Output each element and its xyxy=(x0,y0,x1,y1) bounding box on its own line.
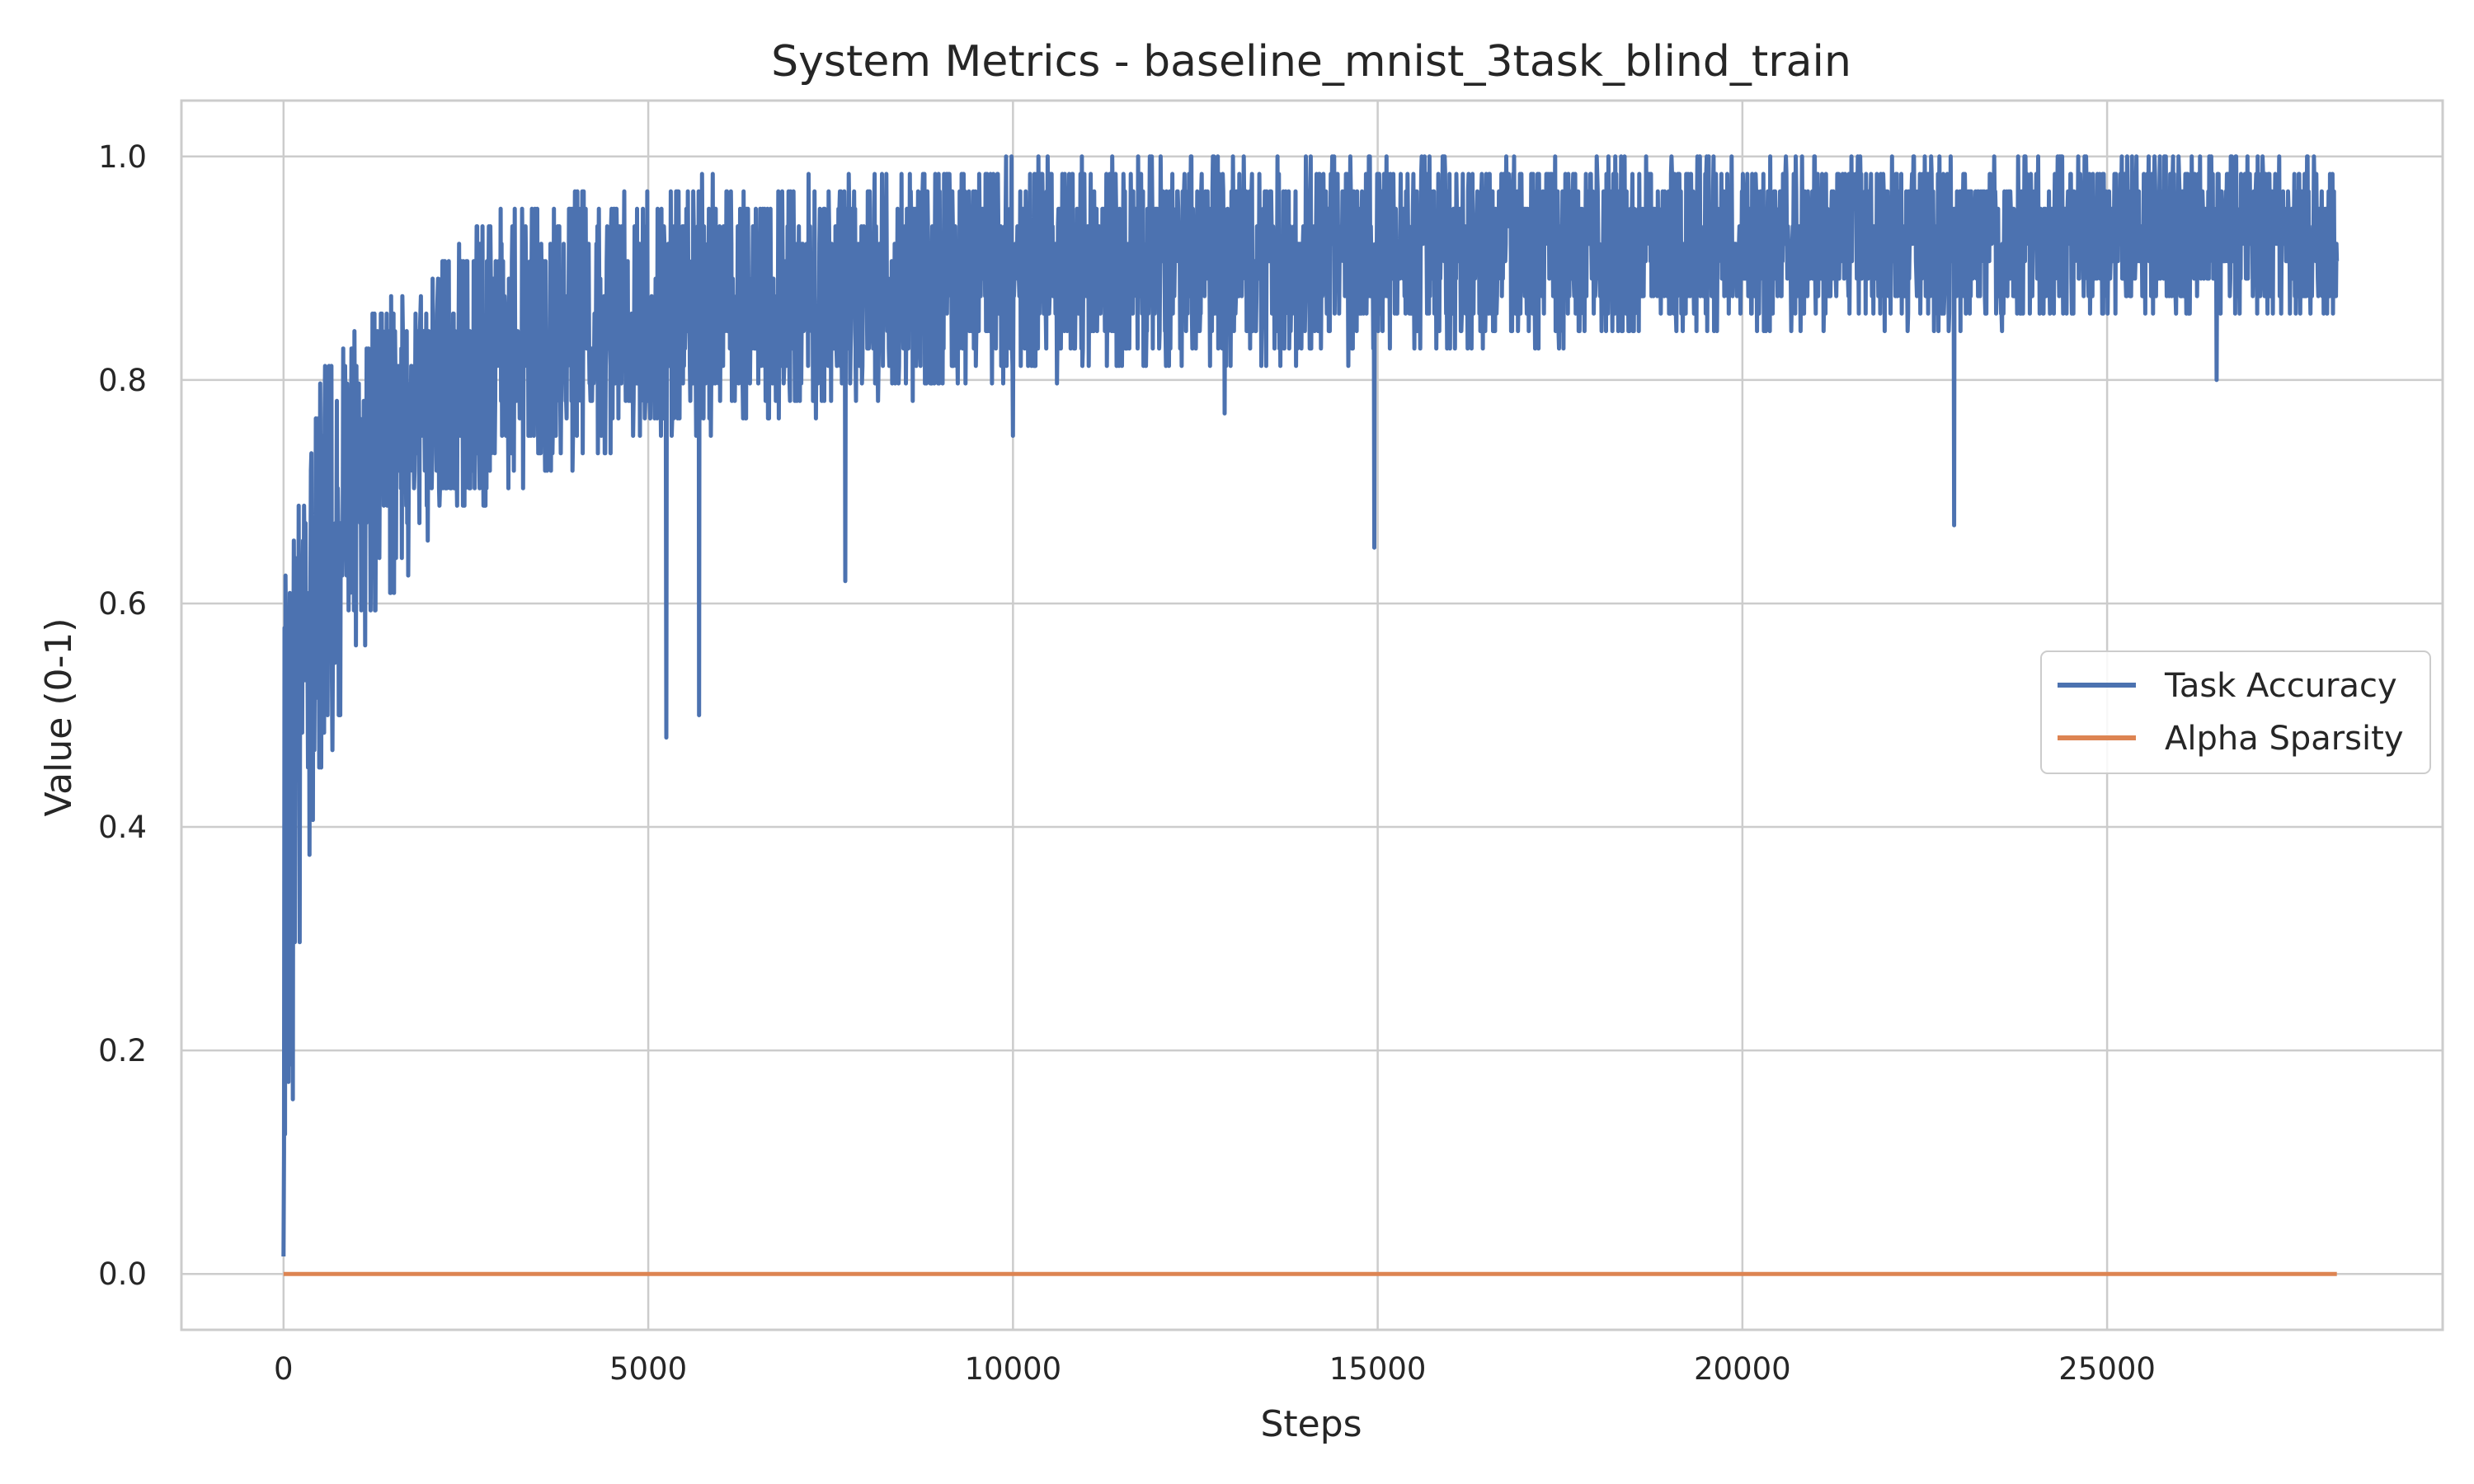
x-tick-label: 15000 xyxy=(1329,1351,1427,1387)
y-tick-label: 0.2 xyxy=(98,1033,147,1068)
legend: Task Accuracy Alpha Sparsity xyxy=(2040,650,2431,774)
x-tick-label: 5000 xyxy=(609,1351,687,1387)
chart-title: System Metrics - baseline_mnist_3task_bl… xyxy=(771,37,1851,87)
y-tick-label: 0.4 xyxy=(98,810,147,845)
x-tick-label: 20000 xyxy=(1694,1351,1791,1387)
legend-box xyxy=(2040,650,2431,774)
series-layer xyxy=(281,154,2340,1276)
x-tick-label: 10000 xyxy=(964,1351,1061,1387)
legend-label-alpha-sparsity: Alpha Sparsity xyxy=(2165,720,2404,758)
y-tick-label: 0.6 xyxy=(98,586,147,622)
x-tick-label: 25000 xyxy=(2058,1351,2156,1387)
y-tick-label: 1.0 xyxy=(98,139,147,175)
x-tick-label: 0 xyxy=(274,1351,294,1387)
legend-label-task-accuracy: Task Accuracy xyxy=(2164,667,2397,705)
x-axis-label: Steps xyxy=(1260,1403,1362,1445)
y-axis-label: Value (0-1) xyxy=(38,618,80,816)
plot-frame xyxy=(180,99,2444,1331)
series-line-task-accuracy xyxy=(281,154,2340,1257)
tick-layer: 0 5000 10000 15000 20000 25000 0.0 0.2 0.4 0.6 0.8… xyxy=(98,139,2156,1387)
y-tick-label: 0.0 xyxy=(98,1256,147,1292)
y-tick-label: 0.8 xyxy=(98,363,147,398)
